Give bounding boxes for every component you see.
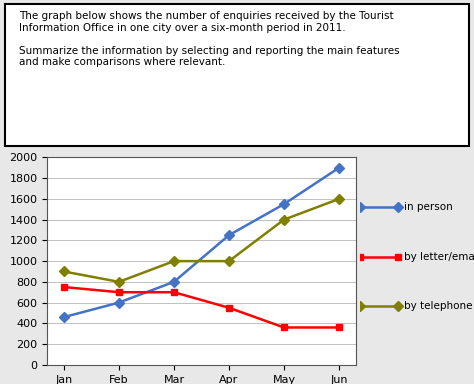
FancyBboxPatch shape	[5, 4, 469, 146]
Line: by letter/email: by letter/email	[60, 283, 343, 331]
by letter/email	[336, 325, 342, 330]
in person	[116, 300, 122, 305]
in person	[171, 280, 177, 284]
in person	[226, 233, 232, 237]
Line: by telephone: by telephone	[60, 195, 343, 285]
in person	[336, 166, 342, 170]
in person	[281, 202, 287, 207]
Text: by telephone: by telephone	[404, 301, 473, 311]
Text: by letter/email: by letter/email	[404, 252, 474, 262]
by letter/email	[226, 306, 232, 310]
by telephone	[171, 259, 177, 263]
Line: in person: in person	[60, 164, 343, 321]
by telephone	[61, 269, 67, 274]
by letter/email	[281, 325, 287, 330]
by telephone	[281, 217, 287, 222]
by letter/email	[171, 290, 177, 295]
by telephone	[336, 197, 342, 201]
by telephone	[116, 280, 122, 284]
by letter/email	[61, 285, 67, 290]
Text: The graph below shows the number of enquiries received by the Tourist
Informatio: The graph below shows the number of enqu…	[18, 11, 399, 67]
in person	[61, 315, 67, 319]
Text: in person: in person	[404, 202, 453, 212]
by telephone	[226, 259, 232, 263]
by letter/email	[116, 290, 122, 295]
